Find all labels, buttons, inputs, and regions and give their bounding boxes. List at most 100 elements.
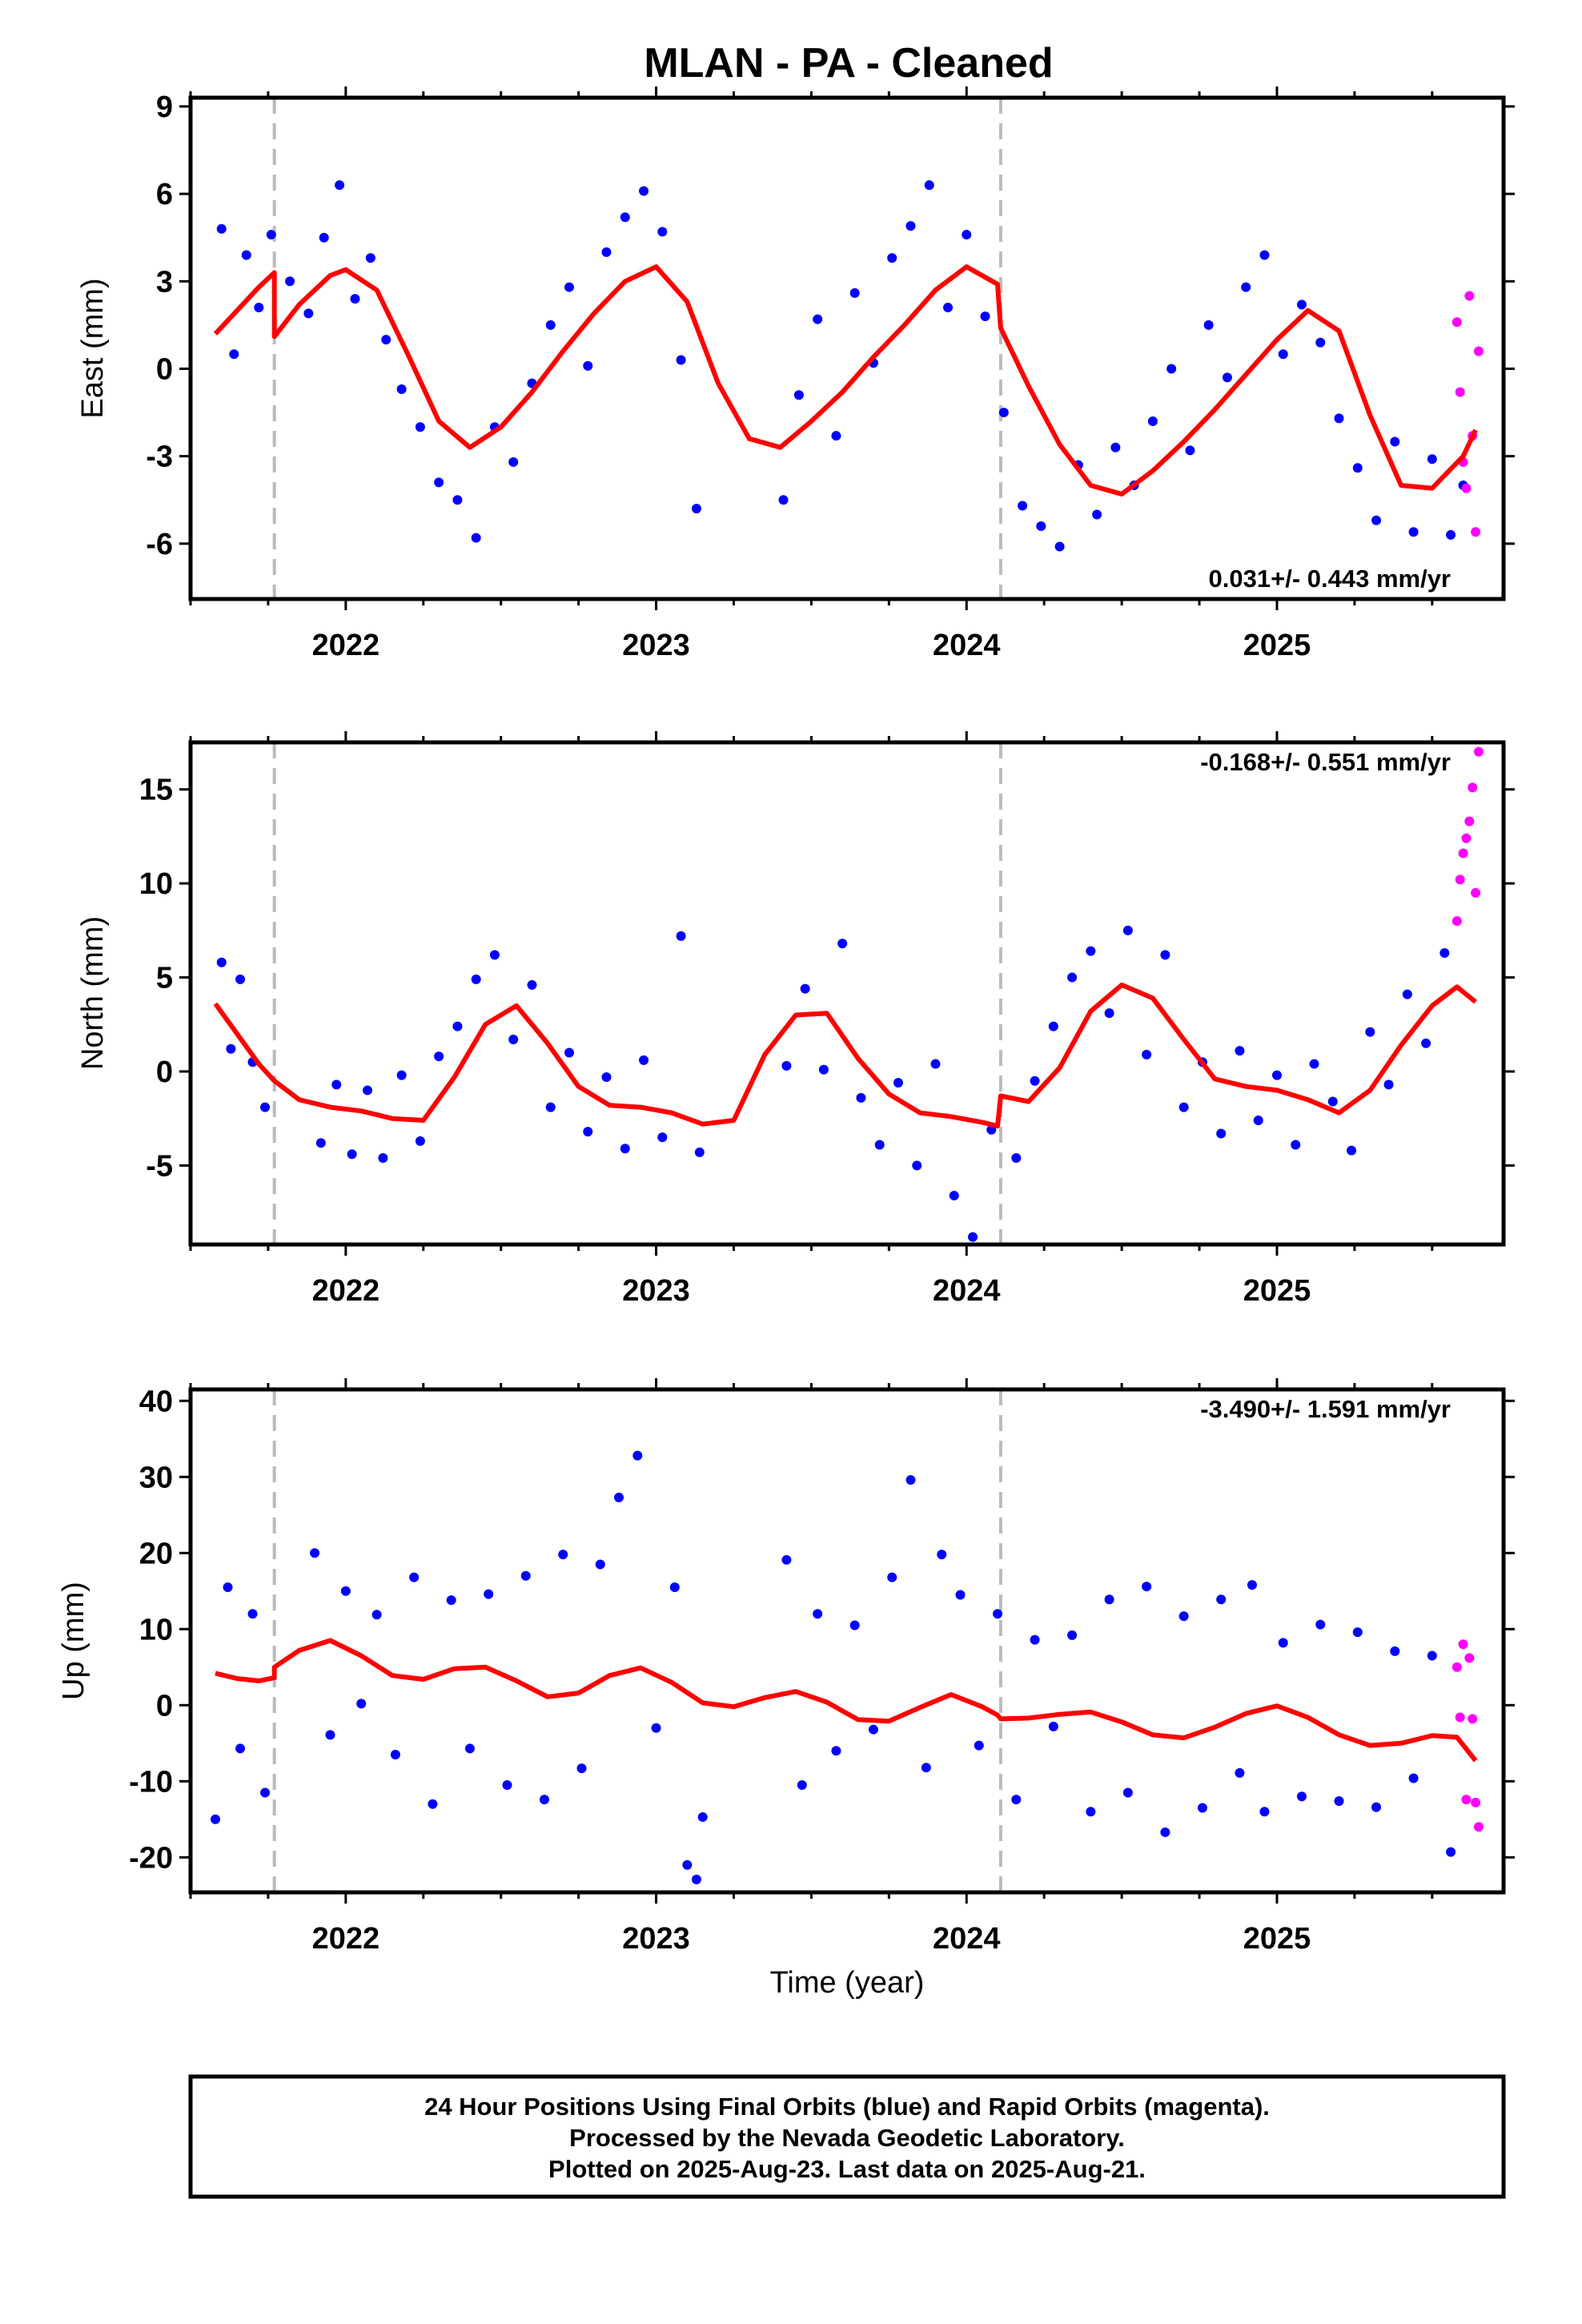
up-final-point: [1067, 1630, 1078, 1640]
north-final-point: [781, 1060, 792, 1071]
up-final-point: [340, 1586, 351, 1596]
up-final-point: [1315, 1619, 1326, 1630]
north-final-point: [434, 1051, 444, 1062]
east-final-point: [831, 431, 841, 441]
east-final-point: [1241, 282, 1251, 292]
north-y-tick-label: 10: [139, 867, 173, 901]
north-rapid-point: [1473, 746, 1484, 757]
east-rapid-point: [1464, 291, 1475, 301]
east-final-point: [415, 422, 425, 432]
figure-title: MLAN - PA - Cleaned: [644, 40, 1053, 86]
north-final-point: [260, 1102, 271, 1112]
north-final-point: [347, 1149, 357, 1160]
north-final-point: [1067, 972, 1078, 983]
east-final-point: [620, 212, 630, 223]
east-final-point: [778, 495, 789, 505]
footer-box: 24 Hour Positions Using Final Orbits (bl…: [188, 2074, 1506, 2199]
footer-line-2: Processed by the Nevada Geodetic Laborat…: [569, 2124, 1125, 2152]
north-final-point: [1104, 1008, 1114, 1019]
up-final-point: [974, 1740, 984, 1751]
up-plot-frame: [188, 1387, 1506, 1895]
east-final-point: [1371, 515, 1382, 525]
north-final-point: [694, 1147, 705, 1157]
up-final-point: [325, 1730, 335, 1740]
east-final-point: [365, 253, 375, 263]
up-final-point: [797, 1780, 807, 1791]
up-final-point: [1259, 1807, 1270, 1817]
east-final-point: [657, 227, 668, 237]
east-final-point: [1408, 527, 1419, 537]
north-model-line: [213, 982, 1477, 1129]
up-final-point: [1216, 1594, 1227, 1605]
up-final-point: [993, 1609, 1003, 1619]
up-y-tick-label: -10: [129, 1765, 173, 1799]
east-final-point: [813, 314, 823, 324]
north-final-point: [1327, 1096, 1338, 1107]
north-final-point: [1365, 1027, 1375, 1037]
up-final-point: [955, 1590, 966, 1600]
north-rapid-point: [1458, 848, 1468, 858]
north-final-point: [968, 1232, 978, 1242]
north-final-point: [226, 1043, 236, 1054]
east-final-point: [980, 311, 990, 321]
north-final-point: [1011, 1152, 1022, 1163]
east-y-tick-label: 9: [156, 90, 173, 124]
east-final-point: [545, 320, 556, 330]
up-x-tick-label: 2024: [933, 1922, 1001, 1956]
east-final-point: [452, 495, 463, 505]
up-final-point: [831, 1746, 841, 1756]
north-final-point: [601, 1072, 612, 1082]
east-final-point: [887, 253, 897, 263]
east-x-tick-label: 2024: [933, 629, 1001, 662]
up-final-point: [682, 1860, 693, 1870]
east-final-point: [962, 230, 972, 240]
east-final-point: [1166, 364, 1177, 374]
north-final-point: [315, 1138, 326, 1148]
north-final-point: [396, 1070, 407, 1080]
up-final-point: [211, 1814, 221, 1824]
up-final-point: [520, 1570, 531, 1581]
up-rapid-point: [1471, 1797, 1481, 1807]
up-final-point: [781, 1554, 792, 1565]
north-final-point: [1216, 1128, 1227, 1139]
up-y-tick-label: -20: [129, 1841, 173, 1875]
east-final-point: [471, 533, 481, 543]
north-final-point: [1309, 1059, 1319, 1069]
up-final-point: [669, 1582, 680, 1593]
east-final-point: [1334, 413, 1344, 424]
north-final-point: [1402, 989, 1412, 999]
east-final-point: [1390, 436, 1400, 447]
up-final-point: [1197, 1803, 1207, 1813]
north-final-point: [452, 1021, 463, 1031]
north-rapid-point: [1468, 782, 1478, 793]
east-final-point: [1054, 541, 1065, 552]
north-final-point: [676, 931, 686, 941]
north-rate-label: -0.168+/- 0.551 mm/yr: [1200, 748, 1451, 776]
up-final-point: [1371, 1802, 1382, 1812]
north-final-point: [856, 1092, 866, 1103]
north-final-point: [331, 1080, 342, 1090]
north-x-tick-label: 2025: [1243, 1274, 1311, 1308]
east-y-tick-label: 0: [156, 352, 173, 386]
east-final-point: [1092, 509, 1102, 520]
east-final-point: [229, 349, 239, 360]
up-final-point: [223, 1582, 233, 1593]
north-final-point: [893, 1078, 903, 1088]
up-final-point: [1390, 1646, 1400, 1656]
up-final-point: [576, 1763, 587, 1774]
up-final-point: [921, 1763, 931, 1773]
up-final-point: [310, 1548, 320, 1558]
east-final-point: [793, 390, 804, 400]
up-final-point: [390, 1750, 400, 1760]
up-final-point: [813, 1609, 823, 1619]
north-y-axis-label: North (mm): [76, 916, 110, 1070]
east-final-point: [1446, 529, 1456, 540]
up-final-point: [849, 1620, 860, 1630]
east-panel: 2022 2023 2024 2025 -6 -3 0 3 6 9 East (mm) 0.031…: [76, 86, 1515, 662]
up-final-point: [1247, 1580, 1257, 1590]
north-final-point: [874, 1140, 885, 1150]
east-final-point: [216, 223, 227, 234]
east-final-point: [639, 186, 649, 196]
up-final-point: [691, 1874, 701, 1884]
